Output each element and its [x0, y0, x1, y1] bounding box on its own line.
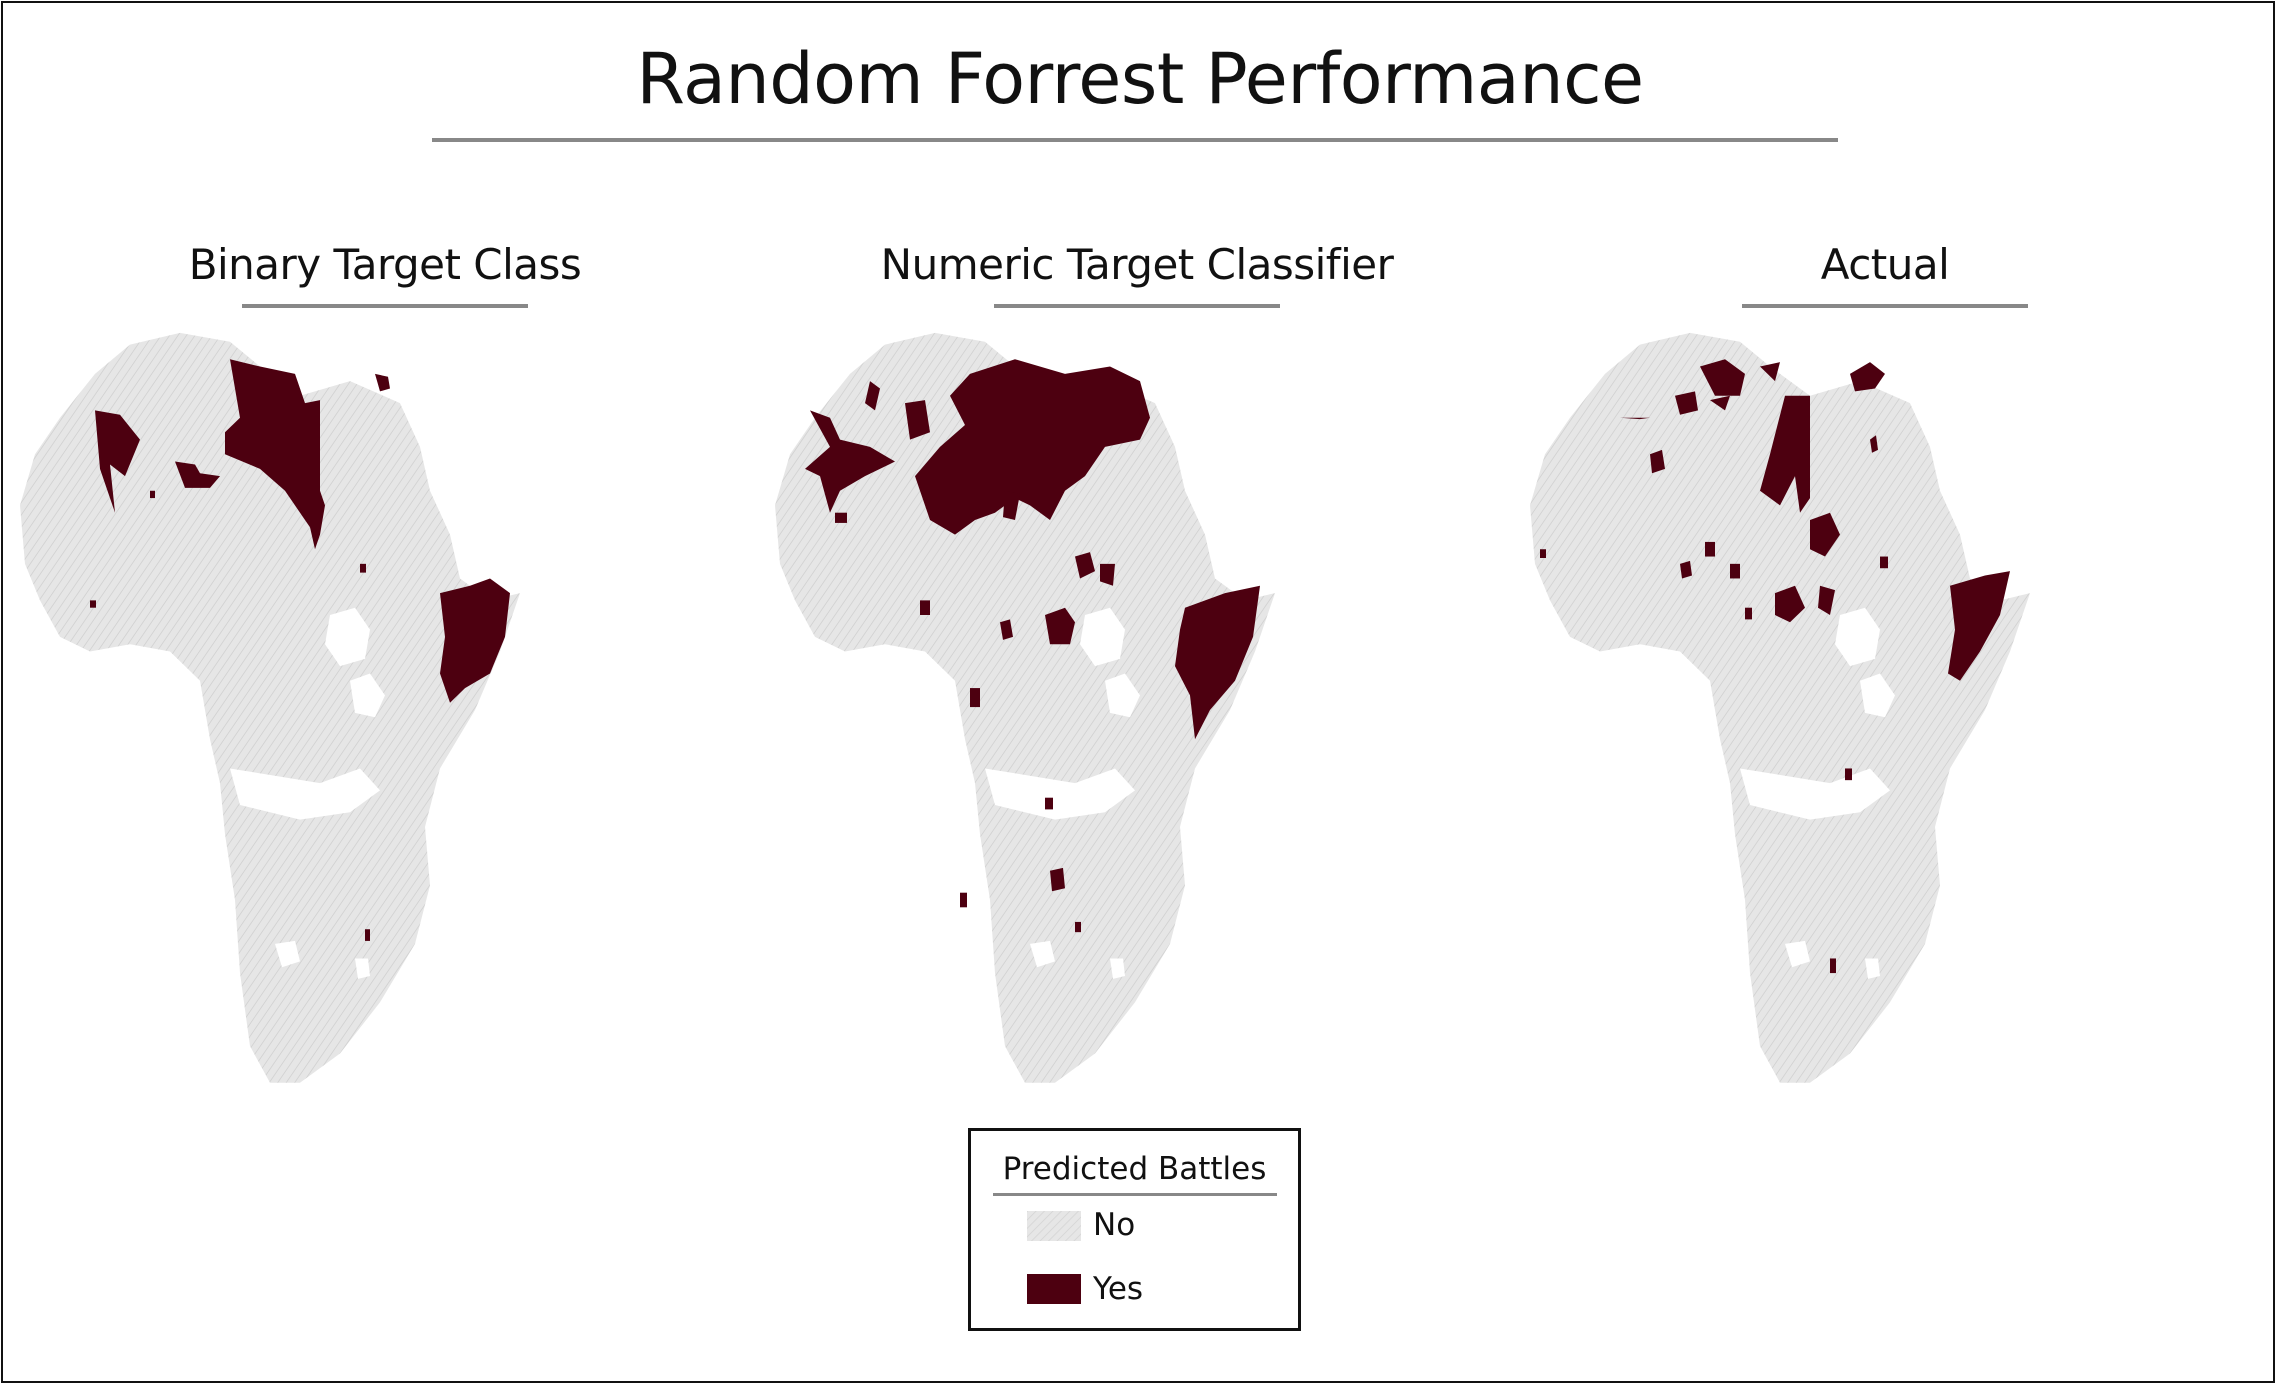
panel-title-binary: Binary Target Class — [188, 240, 582, 289]
battle-region — [1818, 585, 1835, 615]
battle-region — [1775, 585, 1805, 623]
map-actual — [1530, 332, 2030, 1083]
battle-region — [1845, 768, 1852, 781]
battle-region — [150, 490, 155, 499]
battle-region — [1760, 362, 1780, 382]
legend-swatch-no — [1027, 1211, 1081, 1241]
panel-title-actual: Actual — [1820, 240, 1950, 289]
panel-underline-binary — [242, 304, 528, 308]
battle-region — [1745, 607, 1752, 620]
battle-regions-actual — [1540, 359, 2010, 974]
battle-region — [440, 578, 510, 703]
battle-region — [1675, 391, 1698, 415]
battle-region — [1850, 362, 1885, 392]
battle-regions-numeric — [805, 359, 1260, 933]
battle-region — [1045, 797, 1053, 810]
battle-region — [1730, 563, 1740, 579]
battle-region — [915, 359, 1150, 535]
battle-region — [920, 600, 930, 615]
battle-region — [970, 688, 980, 708]
battle-region — [360, 563, 366, 573]
battle-region — [960, 892, 967, 908]
battle-region — [95, 410, 140, 513]
battle-region — [1710, 395, 1730, 411]
legend-label-yes: Yes — [1093, 1271, 1144, 1307]
panel-underline-numeric — [994, 304, 1280, 308]
battle-region — [805, 410, 895, 513]
battle-region — [1880, 556, 1888, 569]
battle-region — [1175, 585, 1260, 740]
panel-underline-actual — [1742, 304, 2028, 308]
battle-region — [905, 400, 930, 440]
battle-region — [1760, 395, 1810, 513]
figure-title: Random Forrest Performance — [636, 38, 1644, 120]
legend-swatch-yes — [1027, 1274, 1081, 1304]
map-numeric-target-classifier — [775, 332, 1275, 1083]
battle-region — [1830, 958, 1836, 974]
panel-title-numeric: Numeric Target Classifier — [880, 240, 1394, 289]
battle-region — [865, 381, 880, 411]
legend-underline — [993, 1193, 1277, 1196]
battle-region — [1540, 549, 1546, 558]
battle-region — [1075, 921, 1081, 933]
battle-region — [835, 512, 847, 523]
map-binary-target-class — [20, 332, 520, 1083]
legend: Predicted Battles No Yes — [968, 1128, 1301, 1331]
battle-region — [1705, 541, 1715, 557]
battle-region — [1620, 417, 1650, 420]
legend-title: Predicted Battles — [1002, 1151, 1267, 1187]
battle-region — [1810, 512, 1840, 557]
battle-regions-binary — [90, 359, 510, 941]
battle-region — [375, 373, 390, 392]
battle-region — [1003, 490, 1020, 520]
title-underline — [432, 138, 1838, 142]
battle-region — [1680, 560, 1692, 579]
battle-region — [175, 461, 220, 488]
legend-label-no: No — [1093, 1207, 1136, 1243]
battle-region — [1100, 563, 1115, 586]
battle-region — [1870, 435, 1878, 453]
battle-region — [1948, 571, 2010, 681]
battle-region — [1000, 619, 1013, 640]
battle-region — [225, 359, 325, 550]
battle-region — [90, 600, 96, 608]
battle-region — [365, 929, 370, 941]
battle-region — [1700, 359, 1745, 396]
battle-region — [1045, 607, 1075, 645]
battle-region — [1650, 449, 1665, 474]
battle-region — [1075, 552, 1095, 579]
battle-region — [1050, 867, 1065, 892]
